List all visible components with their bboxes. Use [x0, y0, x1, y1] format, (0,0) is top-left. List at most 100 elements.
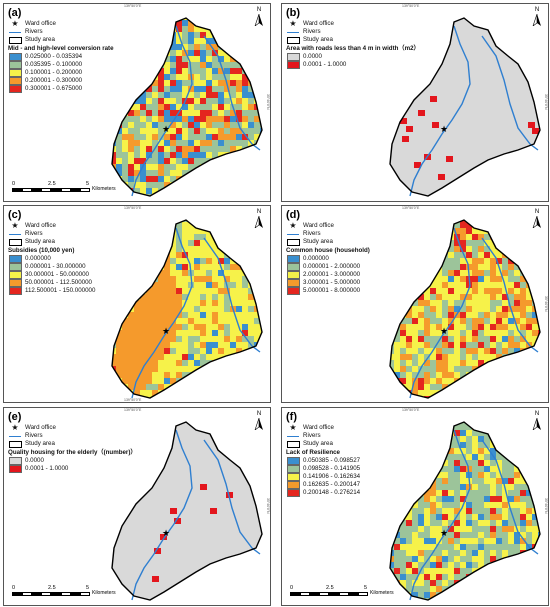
map-cell — [490, 544, 497, 551]
map-cell — [146, 222, 153, 229]
red-patch — [226, 492, 233, 498]
legend-class-label: 0.098528 - 0.141905 — [303, 465, 361, 472]
map-cell — [254, 116, 261, 123]
ward-office-marker: ★ — [162, 327, 170, 337]
map-cell — [112, 152, 117, 159]
map-cell — [200, 318, 207, 325]
map-cell — [496, 424, 503, 431]
map-cell — [514, 390, 521, 397]
map-cell — [224, 276, 231, 283]
map-cell — [152, 366, 159, 373]
map-cell — [134, 68, 141, 75]
map-cell — [390, 562, 395, 569]
map-cell — [248, 270, 255, 277]
legend-swatch — [286, 53, 300, 61]
map-cell — [490, 384, 497, 391]
map-cell — [254, 128, 261, 135]
legend-swatch — [286, 489, 300, 497]
scale-tick-label: 5 — [86, 585, 90, 591]
map-cell — [508, 300, 515, 307]
map-cell — [266, 32, 270, 39]
map-cell — [424, 520, 431, 527]
map-cell — [418, 586, 425, 593]
map-cell — [236, 152, 243, 159]
map-cell — [206, 384, 213, 391]
map-cell — [152, 128, 159, 135]
map-cell — [496, 228, 503, 235]
map-cell — [496, 222, 503, 229]
map-cell — [248, 306, 255, 313]
map-cell — [212, 62, 219, 69]
map-cell — [230, 18, 237, 21]
map-cell — [182, 26, 189, 33]
map-cell — [146, 348, 153, 355]
legend-class-label: 0.0001 - 1.0000 — [303, 61, 347, 68]
map-cell — [230, 348, 237, 355]
map-cell — [236, 276, 243, 283]
map-cell — [526, 592, 533, 599]
map-cell — [508, 586, 515, 593]
map-cell — [514, 318, 521, 325]
map-cell — [532, 436, 539, 443]
map-cell — [230, 146, 237, 153]
map-cell — [526, 442, 533, 449]
map-cell — [538, 348, 540, 355]
map-cell — [230, 384, 237, 391]
map-cell — [532, 378, 539, 385]
map-cell — [490, 508, 497, 515]
map-cell — [508, 396, 515, 398]
map-cell — [484, 460, 491, 467]
map-cell — [122, 378, 129, 385]
map-cell — [520, 220, 527, 223]
map-cell — [418, 300, 425, 307]
map-cell — [194, 294, 201, 301]
map-cell — [206, 270, 213, 277]
map-cell — [116, 360, 123, 367]
map-cell — [116, 50, 123, 57]
map-cell — [254, 74, 261, 81]
map-cell — [248, 318, 255, 325]
map-cell — [490, 366, 497, 373]
map-cell — [394, 430, 401, 437]
legend-study-area-label: Study area — [303, 238, 333, 245]
map-cell — [430, 430, 437, 437]
map-cell — [146, 176, 153, 183]
map-cell — [472, 354, 479, 361]
map-cell — [164, 396, 171, 398]
map-cell — [496, 478, 503, 485]
map-cell — [224, 188, 231, 195]
legend-title: Area with roads less than 4 m in width（m… — [286, 45, 420, 52]
map-cell — [390, 422, 395, 425]
map-cell — [224, 300, 231, 307]
map-cell — [104, 312, 111, 319]
map-cell — [472, 336, 479, 343]
map-cell — [254, 170, 261, 177]
map-cell — [230, 312, 237, 319]
map-cell — [182, 20, 189, 27]
map-cell — [382, 454, 389, 461]
map-cell — [122, 158, 129, 165]
map-cell — [424, 264, 431, 271]
map-cell — [212, 330, 219, 337]
map-cell — [490, 478, 497, 485]
map-cell — [218, 294, 225, 301]
map-cell — [194, 360, 201, 367]
map-cell — [400, 484, 407, 491]
map-cell — [104, 152, 111, 159]
map-cell — [484, 300, 491, 307]
map-cell — [448, 378, 455, 385]
map-cell — [112, 98, 117, 105]
map-cell — [484, 372, 491, 379]
map-cell — [382, 240, 389, 247]
map-cell — [158, 86, 165, 93]
map-cell — [134, 98, 141, 105]
map-cell — [254, 396, 261, 398]
map-cell — [430, 514, 437, 521]
scale-tick-label: 2.5 — [48, 181, 56, 187]
map-cell — [122, 258, 129, 265]
map-cell — [514, 484, 521, 491]
map-cell — [140, 170, 147, 177]
map-cell — [472, 532, 479, 539]
legend-ward-office-label: Ward office — [303, 20, 334, 27]
legend-study-area: Study area — [286, 440, 360, 448]
